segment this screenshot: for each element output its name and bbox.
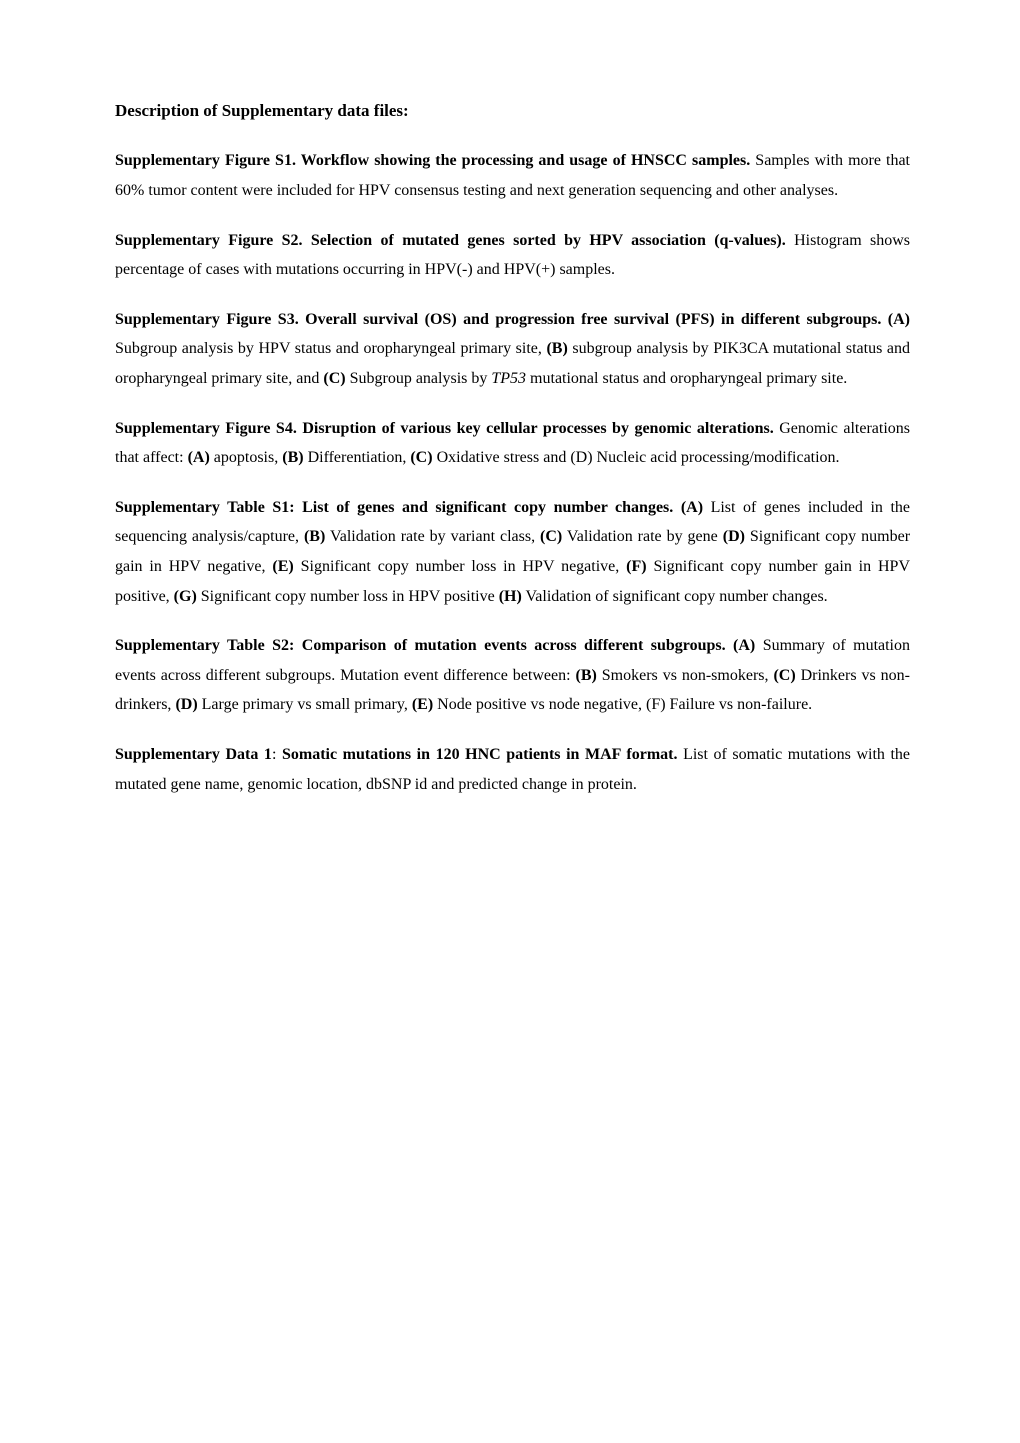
lead-t2: Supplementary Table S2: Comparison of mu… [115, 637, 755, 654]
colon-d1: : [272, 746, 282, 763]
paragraph-table-s1: Supplementary Table S1: List of genes an… [115, 493, 910, 611]
body-t1-e: Significant copy number loss in HPV nega… [294, 558, 626, 575]
label-t2-c: (C) [773, 667, 795, 684]
label-t1-b: (B) [304, 528, 325, 545]
body-t1-c: Validation rate by gene [562, 528, 722, 545]
paragraph-figure-s3: Supplementary Figure S3. Overall surviva… [115, 305, 910, 394]
paragraph-figure-s4: Supplementary Figure S4. Disruption of v… [115, 414, 910, 473]
body-s3-c: Subgroup analysis by [346, 370, 492, 387]
body-s3-a: Subgroup analysis by HPV status and orop… [115, 340, 546, 357]
label-t1-h: (H) [499, 588, 522, 605]
body-t1-g: Significant copy number loss in HPV posi… [197, 588, 499, 605]
label-s3-b: (B) [546, 340, 567, 357]
paragraph-table-s2: Supplementary Table S2: Comparison of mu… [115, 631, 910, 720]
label-t2-b: (B) [576, 667, 597, 684]
label-t1-d: (D) [723, 528, 745, 545]
label-s4-c: (C) [410, 449, 432, 466]
label-t1-e: (E) [272, 558, 293, 575]
lead-s4: Supplementary Figure S4. Disruption of v… [115, 420, 774, 437]
lead-s2: Supplementary Figure S2. Selection of mu… [115, 232, 786, 249]
label-t1-c: (C) [540, 528, 562, 545]
body-t1-h: Validation of significant copy number ch… [522, 588, 828, 605]
document-heading: Description of Supplementary data files: [115, 95, 910, 126]
body-s4-c: Oxidative stress and (D) Nucleic acid pr… [433, 449, 840, 466]
body-t2-d: Large primary vs small primary, [198, 696, 412, 713]
body-t1-b: Validation rate by variant class, [325, 528, 540, 545]
label-t2-e: (E) [412, 696, 433, 713]
label-t2-d: (D) [175, 696, 197, 713]
lead-s1: Supplementary Figure S1. Workflow showin… [115, 152, 750, 169]
lead-s3: Supplementary Figure S3. Overall surviva… [115, 311, 910, 328]
label-t1-f: (F) [626, 558, 646, 575]
body-t2-b: Smokers vs non-smokers, [597, 667, 774, 684]
body-s3-tail: mutational status and oropharyngeal prim… [526, 370, 847, 387]
label-s3-c: (C) [323, 370, 345, 387]
label-s4-b: (B) [282, 449, 303, 466]
paragraph-figure-s2: Supplementary Figure S2. Selection of mu… [115, 226, 910, 285]
paragraph-data-1: Supplementary Data 1: Somatic mutations … [115, 740, 910, 799]
body-s4-a: apoptosis, [210, 449, 282, 466]
label-t1-g: (G) [174, 588, 197, 605]
lead-t1: Supplementary Table S1: List of genes an… [115, 499, 703, 516]
label-s4-a: (A) [188, 449, 210, 466]
paragraph-figure-s1: Supplementary Figure S1. Workflow showin… [115, 146, 910, 205]
lead-d1-a: Supplementary Data 1 [115, 746, 272, 763]
lead-d1-b: Somatic mutations in 120 HNC patients in… [282, 746, 678, 763]
body-t2-e: Node positive vs node negative, (F) Fail… [433, 696, 812, 713]
body-s4-b: Differentiation, [304, 449, 411, 466]
gene-tp53: TP53 [491, 370, 526, 387]
